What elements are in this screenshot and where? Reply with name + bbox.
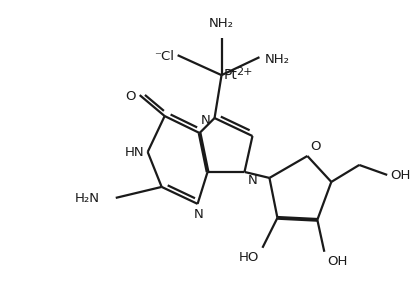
Text: NH₂: NH₂ (264, 53, 289, 66)
Text: O: O (310, 140, 321, 153)
Text: OH: OH (390, 169, 410, 183)
Text: HO: HO (239, 251, 259, 264)
Text: N: N (247, 174, 257, 187)
Text: HN: HN (125, 146, 145, 160)
Text: OH: OH (327, 255, 348, 268)
Text: H₂N: H₂N (75, 192, 100, 205)
Text: 2+: 2+ (237, 67, 253, 77)
Text: NH₂: NH₂ (209, 17, 234, 30)
Text: N: N (194, 208, 203, 221)
Text: Pt: Pt (224, 68, 237, 82)
Text: O: O (125, 90, 136, 102)
Text: ⁻Cl: ⁻Cl (154, 50, 173, 63)
Text: N: N (201, 114, 210, 127)
